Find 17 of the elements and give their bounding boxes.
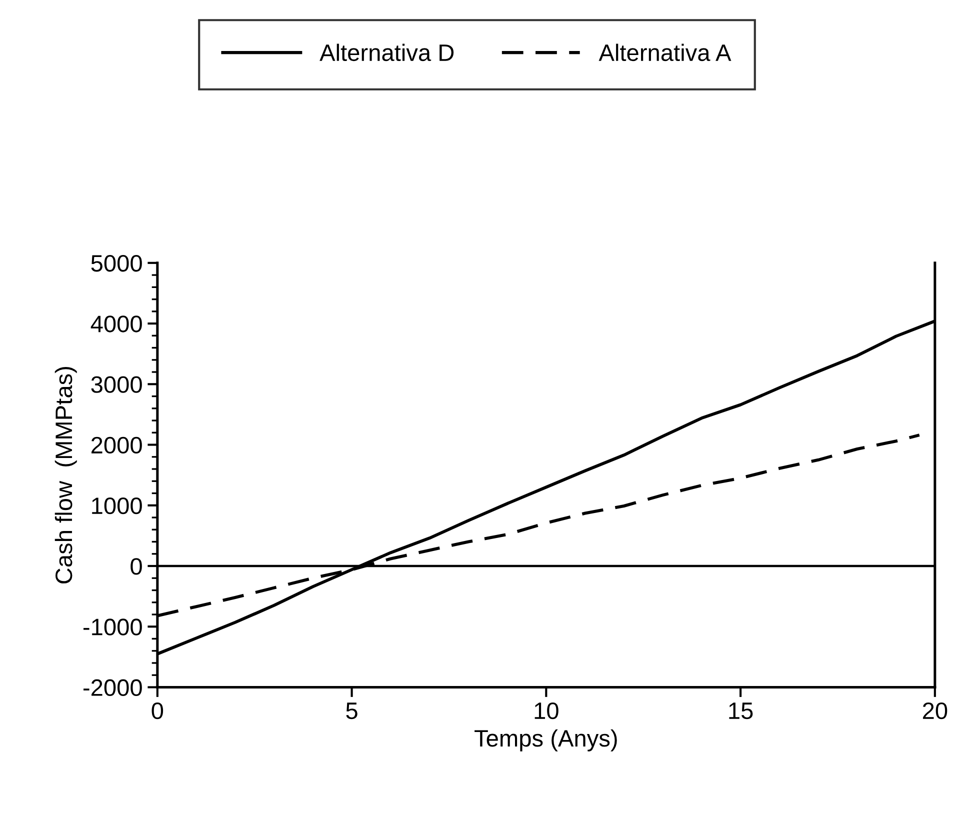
y-tick-label: 3000 — [91, 376, 142, 393]
y-tick-label: 4000 — [90, 316, 142, 332]
y-tick-label: 2000 — [91, 436, 142, 454]
x-tick-label: 0 — [152, 702, 164, 720]
y-tick-label: 1000 — [92, 497, 142, 514]
y-tick-label: 5000 — [91, 254, 142, 272]
y-tick-label: -2000 — [83, 679, 142, 696]
x-tick-label: 20 — [922, 702, 948, 720]
x-tick-label: 10 — [534, 702, 558, 720]
y-axis-title: Cash flow (MMPtas) — [54, 366, 77, 584]
x-tick-label: 15 — [729, 702, 753, 720]
legend-label: Alternativa D — [320, 44, 454, 62]
y-tick-label: 0 — [130, 558, 142, 575]
y-tick-label: -1000 — [83, 618, 142, 636]
x-axis-title: Temps (Anys) — [474, 729, 617, 752]
legend-label: Alternativa A — [598, 44, 732, 62]
x-tick-label: 5 — [346, 702, 358, 720]
